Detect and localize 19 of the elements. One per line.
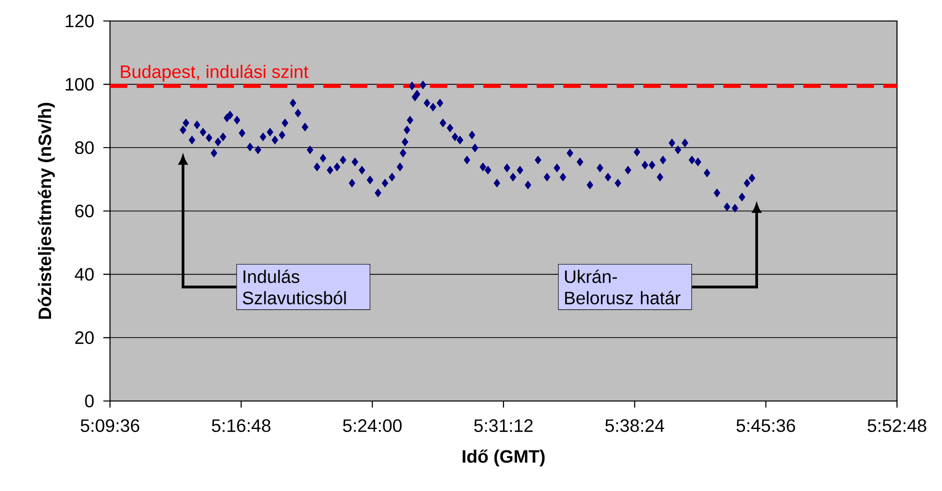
annotation: Indulás Szlavuticsból	[242, 270, 346, 304]
y-axis-title: Dózisteljesítmény (nSv/h)	[38, 102, 55, 319]
x-axis-title: Idő (GMT)	[462, 450, 545, 466]
ref-line-label: Budapest, indulási szint	[120, 64, 308, 82]
x-tick-label: 5:45:36	[736, 419, 796, 432]
y-tick-label: 100	[66, 78, 94, 91]
y-tick-label: 60	[75, 204, 94, 218]
y-tick-label: 0	[85, 394, 94, 408]
y-tick-label: 120	[66, 14, 94, 28]
annotation: Ukrán-Belorusz határ	[565, 270, 680, 304]
x-tick-label: 5:24:00	[343, 419, 402, 432]
y-tick-label: 80	[75, 141, 94, 154]
x-tick-label: 5:16:48	[212, 419, 270, 432]
x-tick-label: 5:52:48	[868, 419, 926, 432]
x-tick-label: 5:09:36	[80, 419, 140, 432]
x-tick-label: 5:38:24	[605, 419, 664, 432]
y-tick-label: 20	[75, 331, 94, 344]
x-tick-label: 5:31:12	[474, 419, 533, 432]
y-tick-label: 40	[74, 268, 94, 281]
